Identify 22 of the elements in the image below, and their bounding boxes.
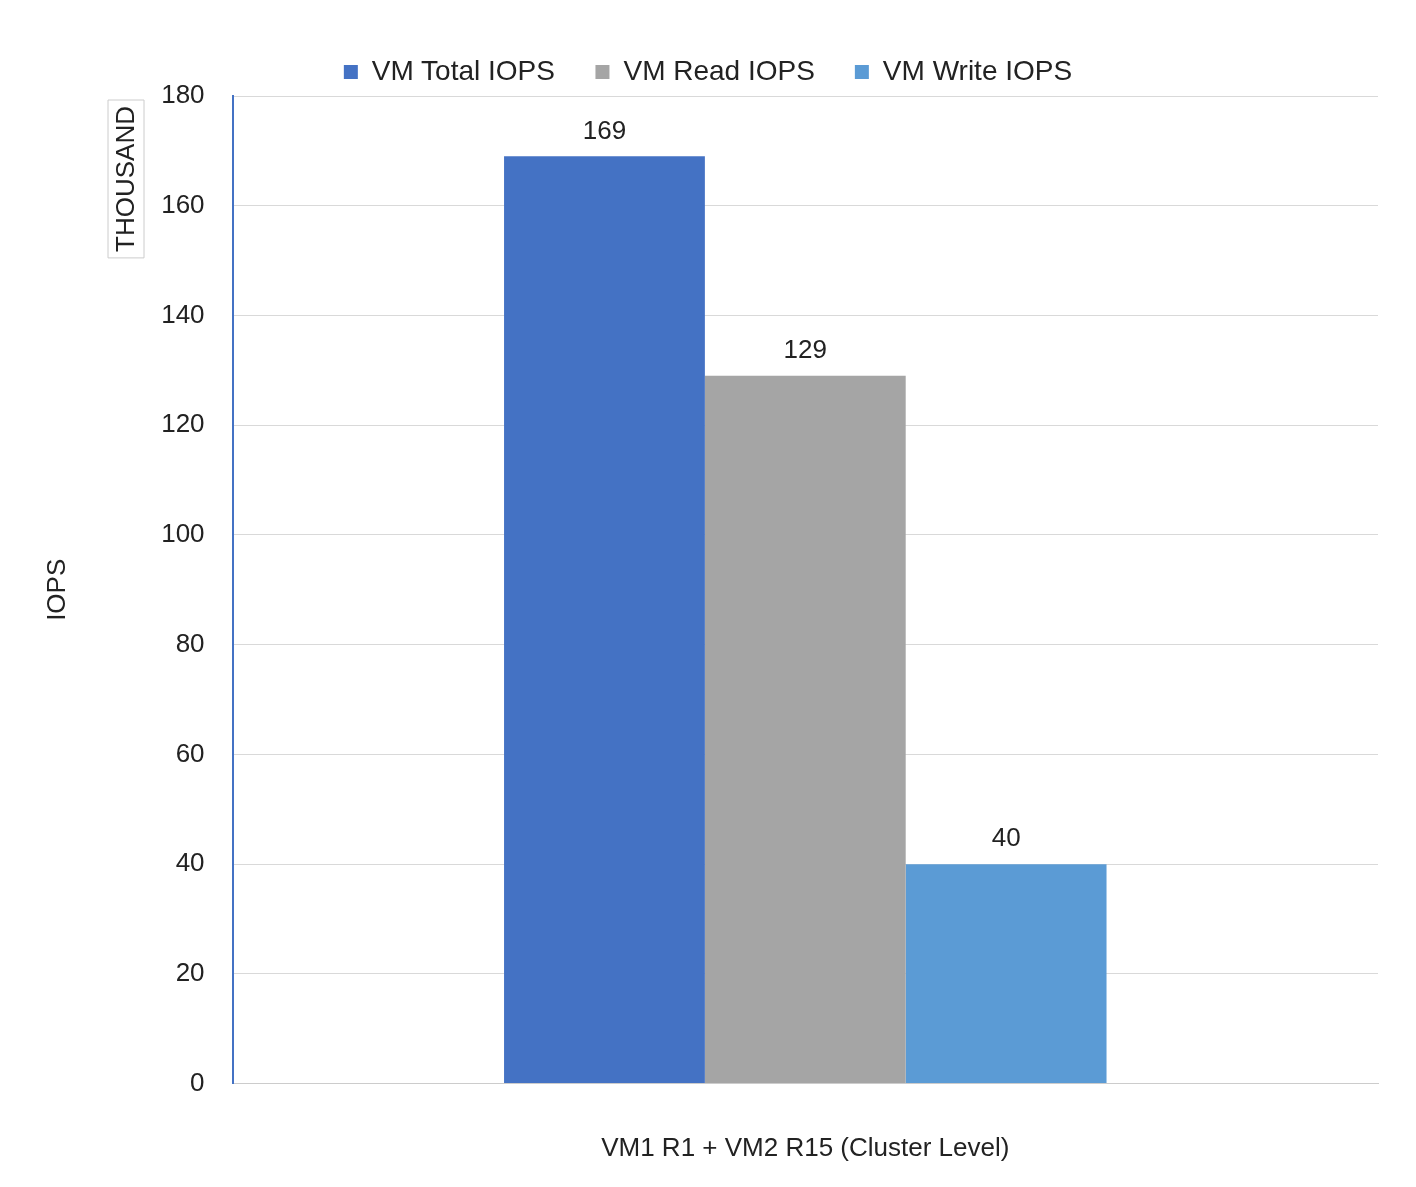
y-tick-label: 40: [175, 847, 205, 878]
x-axis-title: VM1 R1 + VM2 R15 (Cluster Level): [601, 1131, 1010, 1162]
y-tick-label: 60: [175, 737, 205, 768]
y-tick-label: 180: [161, 79, 205, 110]
y-tick-label: 160: [161, 188, 205, 219]
legend-label: VM Write IOPS: [882, 54, 1073, 86]
bar: [704, 375, 906, 1084]
y-tick-label: 20: [175, 957, 205, 988]
bar: [905, 864, 1107, 1084]
y-tick-label: 0: [190, 1066, 205, 1097]
y-axis-title: IOPS: [40, 558, 71, 621]
y-tick-label: 100: [161, 518, 205, 549]
legend-label: VM Read IOPS: [623, 54, 815, 86]
legend-label: VM Total IOPS: [371, 54, 555, 86]
data-label: 169: [582, 114, 627, 145]
y-tick-label: 120: [161, 408, 205, 439]
y-tick-label: 140: [161, 298, 205, 329]
y-tick-label: 80: [175, 627, 205, 658]
text: THOUSAND: [110, 105, 141, 252]
data-label: 40: [991, 822, 1021, 853]
bar: [504, 156, 705, 1084]
data-label: 129: [783, 333, 827, 364]
